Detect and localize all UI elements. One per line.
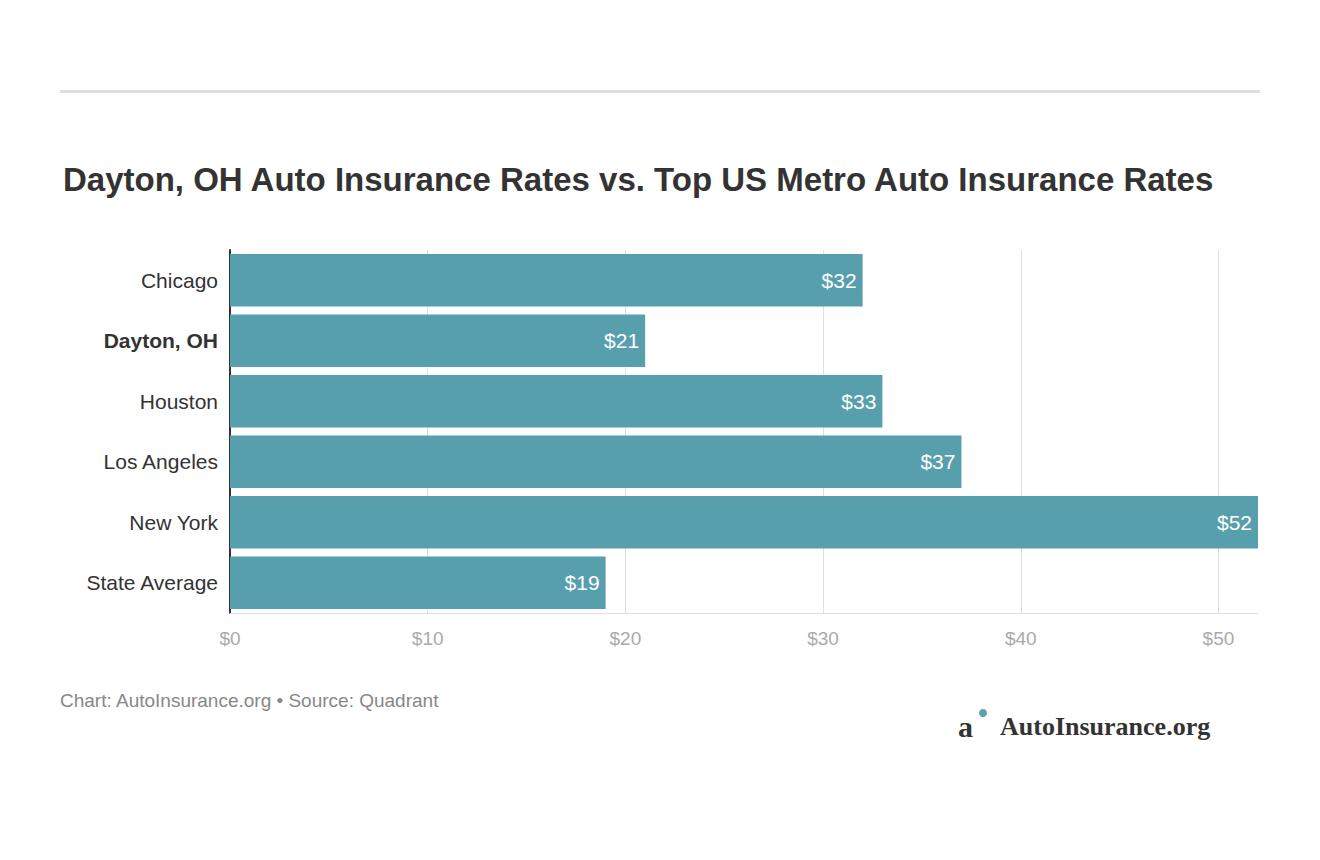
svg-text:$19: $19 bbox=[565, 571, 600, 594]
svg-text:New York: New York bbox=[129, 511, 218, 534]
svg-text:Houston: Houston bbox=[140, 390, 218, 413]
svg-text:$40: $40 bbox=[1005, 628, 1037, 649]
svg-text:Dayton, OH: Dayton, OH bbox=[104, 329, 218, 352]
svg-text:Chart: AutoInsurance.org • Sou: Chart: AutoInsurance.org • Source: Quadr… bbox=[60, 690, 439, 711]
svg-text:$37: $37 bbox=[920, 450, 955, 473]
svg-text:AutoInsurance.org: AutoInsurance.org bbox=[1000, 712, 1210, 741]
svg-text:a: a bbox=[958, 710, 973, 743]
svg-text:$50: $50 bbox=[1203, 628, 1235, 649]
svg-text:$52: $52 bbox=[1217, 511, 1252, 534]
svg-text:Dayton, OH Auto Insurance Rate: Dayton, OH Auto Insurance Rates vs. Top … bbox=[63, 161, 1213, 198]
svg-text:$0: $0 bbox=[219, 628, 240, 649]
svg-text:$10: $10 bbox=[412, 628, 444, 649]
svg-text:Chicago: Chicago bbox=[141, 269, 218, 292]
svg-text:$33: $33 bbox=[841, 390, 876, 413]
svg-text:State Average: State Average bbox=[86, 571, 218, 594]
svg-text:Los Angeles: Los Angeles bbox=[104, 450, 218, 473]
svg-text:$21: $21 bbox=[604, 329, 639, 352]
svg-text:$32: $32 bbox=[822, 269, 857, 292]
svg-text:$20: $20 bbox=[610, 628, 642, 649]
svg-text:$30: $30 bbox=[807, 628, 839, 649]
